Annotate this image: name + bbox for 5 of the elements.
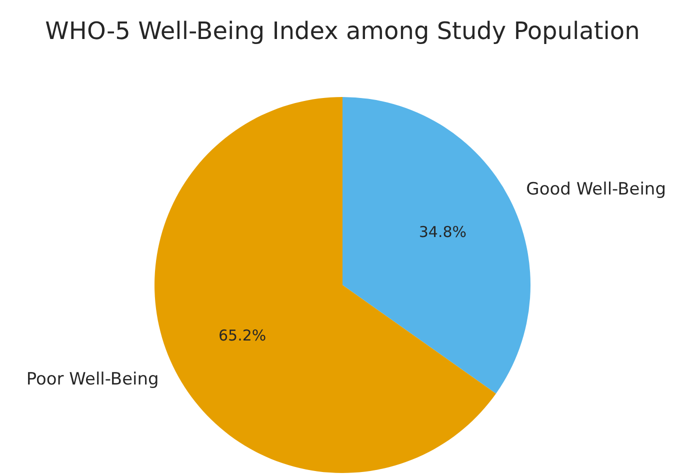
data-label: 34.8%	[418, 223, 467, 242]
data-label: 65.2%	[218, 326, 266, 345]
chart-title: WHO-5 Well-Being Index among Study Population	[45, 17, 640, 46]
slice-label: Poor Well-Being	[26, 369, 159, 390]
slice-label: Good Well-Being	[526, 179, 666, 200]
